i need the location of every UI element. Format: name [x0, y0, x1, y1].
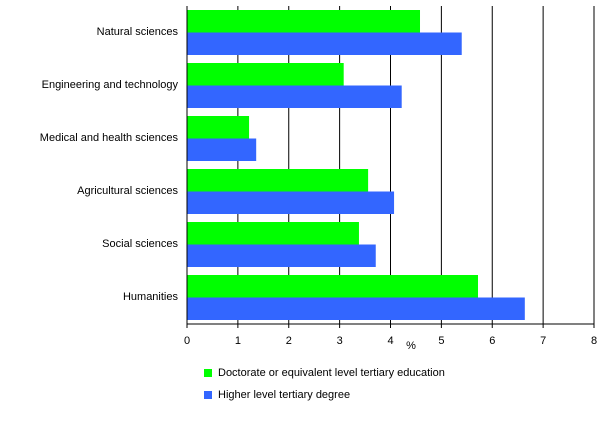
bar: [187, 297, 525, 320]
y-tick-label: Humanities: [123, 291, 179, 303]
bar: [187, 32, 462, 55]
bar: [187, 63, 344, 86]
legend-label: Doctorate or equivalent level tertiary e…: [218, 367, 445, 379]
bar: [187, 222, 359, 245]
legend-swatch: [204, 391, 212, 399]
y-tick-label: Social sciences: [102, 238, 178, 250]
x-tick-label: 3: [337, 335, 343, 347]
x-tick-label: 6: [489, 335, 495, 347]
x-tick-label: 7: [540, 335, 546, 347]
x-tick-label: 0: [184, 335, 190, 347]
x-tick-label: 1: [235, 335, 241, 347]
y-tick-label: Engineering and technology: [42, 79, 179, 91]
y-tick-label: Medical and health sciences: [40, 132, 179, 144]
legend-swatch: [204, 369, 212, 377]
bar: [187, 244, 376, 267]
bar: [187, 169, 369, 192]
x-tick-label: 2: [286, 335, 292, 347]
x-tick-label: 4: [387, 335, 393, 347]
bar: [187, 138, 257, 161]
x-tick-label: 8: [591, 335, 597, 347]
bar: [187, 191, 395, 214]
bar: [187, 10, 421, 33]
x-tick-label: 5: [438, 335, 444, 347]
bar: [187, 116, 250, 139]
x-axis-label: %: [406, 340, 416, 352]
legend-label: Higher level tertiary degree: [218, 389, 350, 401]
y-tick-label: Agricultural sciences: [77, 185, 178, 197]
bar: [187, 275, 479, 298]
bar: [187, 85, 402, 108]
y-tick-label: Natural sciences: [97, 26, 179, 38]
